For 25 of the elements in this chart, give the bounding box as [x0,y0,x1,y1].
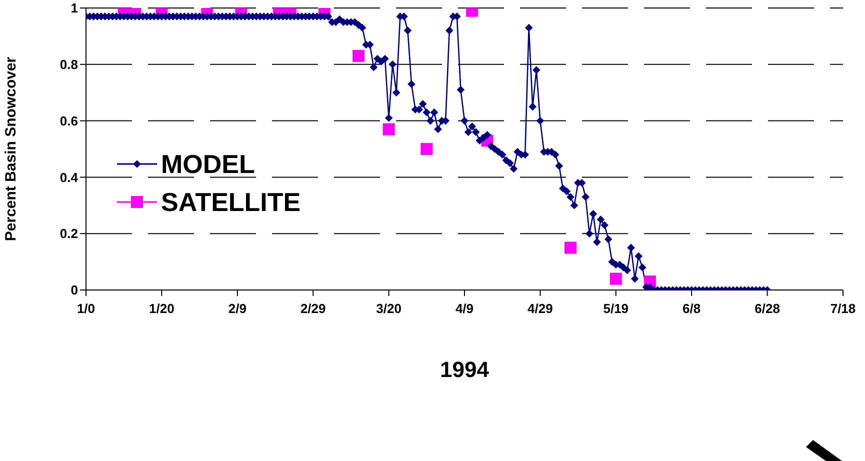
legend-label: SATELLITE [161,186,301,218]
point [564,242,576,254]
x-tick-label: 5/19 [603,301,629,316]
y-tick-label: 1 [70,0,78,16]
y-axis-title: Percent Basin Snowcover [2,56,20,242]
x-tick-label: 2/9 [228,301,246,316]
y-tick-label: 0.2 [60,226,78,242]
point [610,272,622,285]
x-axis-title: 1994 [440,357,490,382]
x-tick-label: 4/29 [528,301,553,316]
x-tick-label: 3/20 [376,301,402,316]
x-tick-label: 2/29 [300,301,326,316]
point [420,143,433,155]
y-tick-label: 0 [70,282,78,298]
x-tick-label: 1/0 [76,301,96,316]
x-tick-label: 6/28 [754,301,780,316]
y-tick-label: 0.4 [60,170,79,185]
legend-label: MODEL [161,148,255,180]
x-tick-label: 4/9 [455,301,474,316]
x-tick-label: 6/8 [682,301,701,316]
point [382,123,395,136]
x-tick-label: 1/20 [149,301,174,316]
y-tick-label: 0.6 [60,113,78,128]
y-tick-label: 0.8 [60,57,78,72]
x-tick-label: 7/18 [830,301,856,316]
